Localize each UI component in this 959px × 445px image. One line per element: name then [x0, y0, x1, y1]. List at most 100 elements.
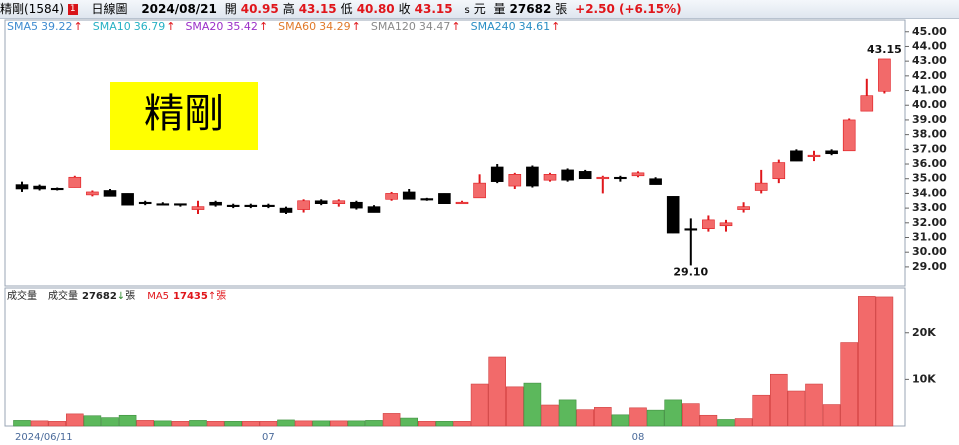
volume-bar — [787, 390, 806, 427]
candle-body — [262, 204, 275, 207]
volume-bar — [206, 421, 225, 427]
legend-arrow: ↑ — [166, 20, 175, 33]
candle-body — [737, 206, 750, 210]
y-tick-label: 32.00 — [912, 216, 947, 229]
volume-bar — [453, 421, 471, 427]
volume-bar — [136, 420, 154, 427]
legend-arrow: ↑ — [259, 20, 268, 33]
date: 2024/08/21 — [141, 2, 217, 16]
y-tick-label: 42.00 — [912, 69, 947, 82]
legend-unit: 張 — [125, 290, 135, 302]
field-value: 40.95 — [240, 2, 279, 16]
legend-name: SMA120 — [371, 20, 416, 33]
volume-bar — [681, 403, 700, 427]
legend-name: SMA240 — [471, 20, 516, 33]
mark: s — [464, 5, 470, 16]
y-tick-label: 30.00 — [912, 245, 947, 258]
volume-bar — [329, 420, 348, 427]
legend-name: SMA60 — [278, 20, 316, 33]
y-tick-label: 10K — [912, 372, 936, 385]
legend-entry: SMA20 35.42↑ — [185, 20, 268, 33]
volume-bar — [154, 420, 172, 427]
y-tick-label: 44.00 — [912, 39, 947, 52]
legend-arrow: ↑ — [451, 20, 460, 33]
y-tick-label: 37.00 — [912, 142, 947, 155]
field-label: 開 — [224, 2, 237, 16]
volume-bar — [541, 404, 559, 427]
candle-body — [367, 206, 381, 213]
candle-body — [15, 184, 29, 190]
legend-entry: MA5 17435↑張 — [147, 290, 226, 302]
volume-bar — [805, 383, 823, 427]
volume-bar — [699, 414, 718, 427]
candle-body — [543, 174, 557, 181]
volume-bar — [769, 373, 788, 427]
volume-bar — [400, 417, 419, 427]
legend-name: SMA10 — [93, 20, 131, 33]
y-tick-label: 29.00 — [912, 260, 947, 273]
candle-body — [68, 176, 82, 188]
volume-label: 量 — [493, 2, 506, 16]
candle-body — [578, 171, 592, 180]
candle-body — [878, 58, 891, 92]
candle-body — [226, 204, 240, 207]
x-tick-label: 07 — [262, 432, 275, 443]
candle-body — [156, 203, 170, 206]
field-label: 高 — [282, 2, 295, 16]
candle-body — [702, 219, 715, 229]
y-tick-label: 43.00 — [912, 54, 947, 67]
volume-unit: 張 — [555, 2, 568, 16]
legend-arrow: ↑ — [74, 20, 83, 33]
y-tick-label: 34.00 — [912, 186, 947, 199]
y-tick-label: 35.00 — [912, 172, 947, 185]
y-tick-label: 45.00 — [912, 25, 947, 38]
watermark-box — [110, 82, 258, 150]
y-tick-label: 20K — [912, 326, 936, 339]
candle-body — [825, 150, 838, 155]
field-value: 43.15 — [414, 2, 453, 16]
candle-body — [807, 154, 821, 158]
legend-arrow: ↑ — [352, 20, 361, 33]
volume-bar — [435, 421, 454, 427]
candle-body — [719, 222, 733, 227]
legend-name: MA5 — [147, 291, 169, 302]
legend-value: 36.79 — [134, 20, 166, 33]
volume-bar — [505, 386, 524, 427]
legend-value: 34.61 — [519, 20, 551, 33]
volume-bar — [717, 419, 735, 427]
volume-bar — [365, 420, 383, 427]
candle-body — [209, 201, 222, 206]
badge: 1 — [67, 4, 78, 15]
legend-name: SMA20 — [185, 20, 223, 33]
volume-bar — [752, 394, 771, 427]
candle-body — [596, 176, 610, 180]
volume-bar — [875, 296, 894, 427]
candle-body — [631, 172, 645, 177]
candle-body — [244, 204, 258, 207]
candle-body — [666, 196, 680, 234]
volume-bar — [101, 417, 119, 427]
candle-body — [33, 185, 46, 190]
volume-bar — [470, 383, 489, 427]
candle-body — [50, 187, 64, 191]
volume-bar — [558, 399, 577, 427]
candle-body — [614, 176, 627, 180]
field-value: 40.80 — [356, 2, 395, 16]
volume-bar — [382, 413, 401, 427]
candle-body — [350, 201, 363, 209]
y-tick-label: 38.00 — [912, 128, 947, 141]
max-label: 43.15 — [867, 43, 902, 56]
volume-bar — [576, 409, 595, 427]
legend-value: 35.42 — [226, 20, 258, 33]
legend-value: 17435 — [173, 291, 208, 302]
candle-body — [842, 119, 856, 152]
candle-body — [297, 200, 310, 210]
volume-bar — [224, 421, 242, 427]
candle-body — [138, 201, 152, 205]
legend-value: 27682 — [82, 291, 117, 302]
volume-bar — [30, 420, 49, 427]
candle-body — [191, 206, 205, 210]
candle-body — [684, 228, 698, 231]
volume-bar — [857, 296, 876, 427]
